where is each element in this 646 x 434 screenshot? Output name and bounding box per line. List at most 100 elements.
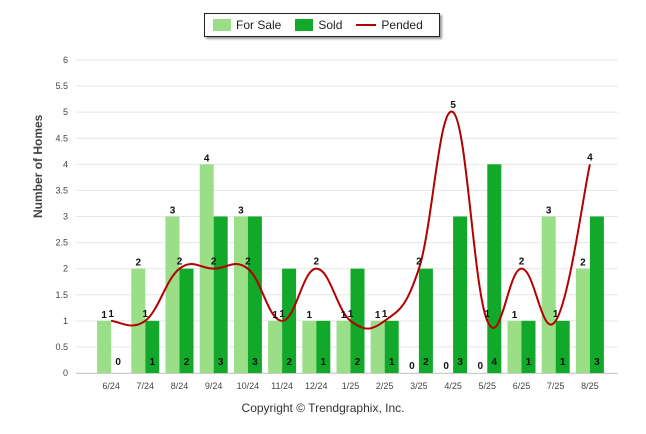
x-tick-label: 5/25 xyxy=(479,381,497,391)
x-tick-label: 6/24 xyxy=(102,381,120,391)
bar-for-sale xyxy=(302,320,317,373)
data-label-pended: 2 xyxy=(245,257,251,268)
x-tick-label: 7/24 xyxy=(137,381,155,391)
y-tick-label: 3.5 xyxy=(55,185,68,195)
data-label-pended: 4 xyxy=(587,152,593,163)
data-label-sold: 3 xyxy=(252,357,258,368)
bar-for-sale xyxy=(575,268,590,373)
data-label-sold: 0 xyxy=(115,357,121,368)
bar-for-sale xyxy=(268,320,283,373)
y-tick-label: 2.5 xyxy=(55,238,68,248)
data-label-for-sale: 4 xyxy=(204,153,210,164)
data-label-sold: 2 xyxy=(355,357,361,368)
data-label-pended: 1 xyxy=(382,309,388,320)
data-label-pended: 1 xyxy=(553,309,559,320)
bar-sold xyxy=(453,216,468,373)
data-label-for-sale: 1 xyxy=(272,310,278,321)
data-label-sold: 1 xyxy=(560,357,566,368)
y-tick-label: 5 xyxy=(63,107,68,117)
bar-sold xyxy=(521,320,536,373)
x-tick-label: 8/24 xyxy=(171,381,189,391)
data-label-for-sale: 1 xyxy=(512,310,518,321)
x-tick-label: 1/25 xyxy=(342,381,360,391)
data-label-for-sale: 1 xyxy=(101,310,107,321)
data-label-sold: 2 xyxy=(184,357,190,368)
data-label-for-sale: 1 xyxy=(341,310,347,321)
bar-sold xyxy=(487,164,502,373)
x-tick-label: 12/24 xyxy=(305,381,328,391)
bar-sold xyxy=(213,216,228,373)
bar-sold xyxy=(384,320,399,373)
legend-item-sold[interactable]: Sold xyxy=(295,18,342,32)
data-label-pended: 1 xyxy=(485,309,491,320)
x-tick-label: 10/24 xyxy=(237,381,260,391)
bar-sold xyxy=(350,268,365,373)
bar-for-sale xyxy=(131,268,146,373)
bar-sold xyxy=(589,216,604,373)
bar-for-sale xyxy=(165,216,180,373)
legend-item-for-sale[interactable]: For Sale xyxy=(213,18,281,32)
legend-label-pended: Pended xyxy=(381,18,423,32)
legend-item-pended[interactable]: Pended xyxy=(356,18,423,32)
y-tick-label: 4 xyxy=(63,159,68,169)
bar-sold xyxy=(316,320,331,373)
y-tick-label: 1 xyxy=(63,316,68,326)
data-label-sold: 3 xyxy=(457,357,463,368)
data-label-sold: 2 xyxy=(423,357,429,368)
data-label-pended: 5 xyxy=(450,100,456,111)
legend[interactable]: For Sale Sold Pended xyxy=(204,13,440,37)
data-label-for-sale: 3 xyxy=(546,206,552,217)
data-label-pended: 1 xyxy=(143,309,149,320)
data-label-pended: 2 xyxy=(416,257,422,268)
y-tick-label: 0.5 xyxy=(55,342,68,352)
x-tick-label: 9/24 xyxy=(205,381,223,391)
bar-sold xyxy=(555,320,570,373)
bar-sold xyxy=(282,268,297,373)
data-label-sold: 4 xyxy=(492,357,498,368)
data-label-for-sale: 0 xyxy=(478,361,484,372)
data-label-for-sale: 2 xyxy=(580,258,586,269)
data-label-for-sale: 1 xyxy=(375,310,381,321)
sold-swatch xyxy=(295,19,314,31)
bar-sold xyxy=(247,216,262,373)
data-label-pended: 2 xyxy=(211,257,217,268)
x-tick-label: 6/25 xyxy=(513,381,531,391)
bar-for-sale xyxy=(541,216,556,373)
bar-for-sale xyxy=(233,216,248,373)
data-label-for-sale: 3 xyxy=(170,206,176,217)
y-tick-label: 5.5 xyxy=(55,81,68,91)
y-tick-label: 6 xyxy=(63,55,68,65)
data-label-sold: 1 xyxy=(321,357,327,368)
data-label-sold: 3 xyxy=(218,357,224,368)
y-tick-label: 3 xyxy=(63,212,68,222)
data-label-for-sale: 3 xyxy=(238,206,244,217)
bar-for-sale xyxy=(370,320,385,373)
y-tick-label: 1.5 xyxy=(55,290,68,300)
pended-line-swatch xyxy=(356,24,377,26)
x-tick-label: 7/25 xyxy=(547,381,565,391)
data-label-pended: 2 xyxy=(519,257,525,268)
y-tick-label: 2 xyxy=(63,264,68,274)
x-tick-label: 3/25 xyxy=(410,381,428,391)
legend-label-for-sale: For Sale xyxy=(236,18,282,32)
data-label-for-sale: 0 xyxy=(443,361,449,372)
data-label-sold: 1 xyxy=(150,357,156,368)
bar-for-sale xyxy=(97,320,112,373)
data-label-pended: 1 xyxy=(108,309,114,320)
bar-for-sale xyxy=(507,320,522,373)
bar-sold xyxy=(179,268,194,373)
data-label-sold: 3 xyxy=(594,357,600,368)
data-label-pended: 1 xyxy=(279,309,285,320)
data-label-for-sale: 2 xyxy=(136,258,142,269)
y-tick-label: 0 xyxy=(63,368,68,378)
data-label-sold: 2 xyxy=(286,357,292,368)
data-label-pended: 1 xyxy=(348,309,354,320)
pended-line xyxy=(110,110,591,330)
data-label-sold: 1 xyxy=(389,357,395,368)
data-label-pended: 2 xyxy=(314,257,320,268)
copyright: Copyright © Trendgraphix, Inc. xyxy=(241,401,405,415)
bar-sold xyxy=(418,268,433,373)
data-label-pended: 2 xyxy=(177,257,183,268)
x-tick-label: 11/24 xyxy=(271,381,293,391)
